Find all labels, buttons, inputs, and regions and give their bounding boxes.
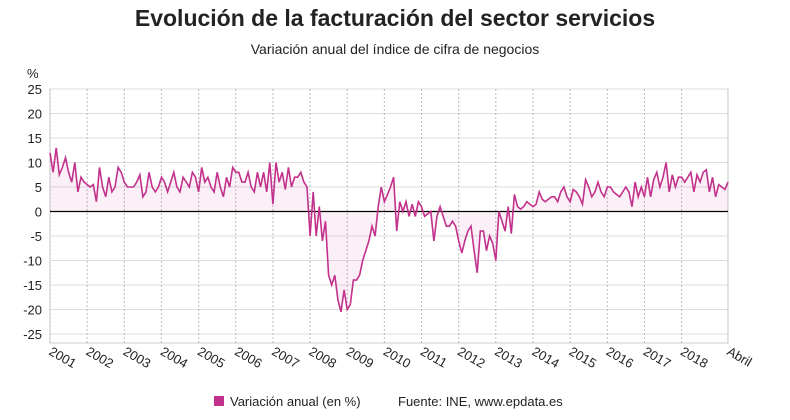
x-tick-label: 2004 (158, 344, 191, 371)
y-tick-label: -15 (23, 278, 42, 293)
x-tick-label: 2009 (344, 344, 377, 371)
y-tick-label: -25 (23, 327, 42, 342)
y-tick-label: 15 (28, 131, 42, 146)
x-tick-label: 2010 (381, 344, 414, 371)
x-tick-label: 2006 (232, 344, 265, 371)
legend-label: Variación anual (en %) (230, 394, 361, 409)
y-tick-label: -20 (23, 303, 42, 318)
x-tick-label: Abril (725, 344, 755, 370)
area (50, 147, 728, 312)
x-tick-label: 2003 (121, 344, 154, 371)
y-unit: % (27, 66, 39, 81)
x-tick-label: 2016 (604, 344, 637, 371)
y-tick-label: -10 (23, 254, 42, 269)
plot-frame (49, 88, 729, 344)
y-tick-label: 10 (28, 156, 42, 171)
x-tick-label: 2017 (641, 344, 674, 371)
y-tick-label: 5 (35, 180, 42, 195)
line (49, 147, 729, 313)
source: Fuente: INE, www.epdata.es (398, 394, 563, 409)
chart-title: Evolución de la facturación del sector s… (135, 5, 655, 31)
x-tick-label: 2005 (195, 344, 228, 371)
x-tick-label: 2008 (307, 344, 340, 371)
x-tick-label: 2007 (269, 344, 302, 371)
legend-swatch (214, 396, 224, 406)
x-tick-label: 2014 (529, 344, 562, 371)
y-tick-label: 20 (28, 107, 42, 122)
y-tick-label: 25 (28, 82, 42, 97)
x-tick-label: 2011 (418, 344, 450, 371)
x-tick-label: 2018 (678, 344, 711, 371)
y-tick-label: -5 (30, 229, 42, 244)
x-tick-label: 2012 (455, 344, 488, 371)
x-tick-label: 2001 (47, 344, 80, 371)
x-tick-label: 2013 (492, 344, 525, 371)
y-tick-label: 0 (35, 205, 42, 220)
x-tick-label: 2002 (84, 344, 117, 371)
x-tick-label: 2015 (567, 344, 600, 371)
chart-subtitle: Variación anual del índice de cifra de n… (251, 41, 539, 57)
